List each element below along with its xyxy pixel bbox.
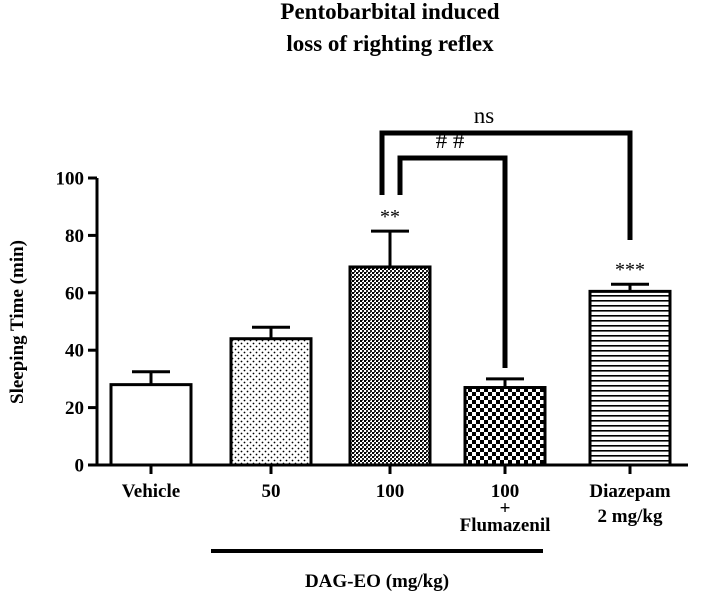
comparison-label: # # <box>436 128 465 153</box>
y-tick-label: 20 <box>65 398 84 419</box>
x-tick-label: 50 <box>262 481 281 502</box>
y-tick-label: 80 <box>65 226 84 247</box>
comparison-bracket <box>379 130 633 240</box>
x-tick-label: Vehicle <box>122 481 180 502</box>
chart-title-line-1: Pentobarbital induced <box>280 0 499 24</box>
y-tick-label: 100 <box>56 169 85 190</box>
bar <box>348 265 432 467</box>
bar <box>463 386 547 467</box>
x-tick-label: 2 mg/kg <box>598 506 663 527</box>
x-tick-label: + <box>500 498 511 519</box>
y-tick-label: 40 <box>65 341 84 362</box>
x-tick-label: 100 <box>491 481 520 502</box>
x-tick-label: 100 <box>376 481 405 502</box>
bar <box>229 337 313 467</box>
x-axis-label: DAG-EO (mg/kg) <box>305 571 449 592</box>
significance-label: *** <box>615 259 645 281</box>
y-axis-label: Sleeping Time (min) <box>7 240 28 404</box>
significance-label: ** <box>380 206 400 228</box>
x-tick-label: Diazepam <box>589 481 670 502</box>
comparison-label: ns <box>474 103 495 128</box>
chart-title-line-2: loss of righting reflex <box>286 31 494 56</box>
x-tick-label: Flumazenil <box>460 515 551 536</box>
bar <box>588 289 672 467</box>
bar <box>109 383 193 467</box>
y-tick-label: 0 <box>75 456 85 477</box>
comparison-bracket <box>397 155 508 368</box>
y-tick-label: 60 <box>65 283 84 304</box>
